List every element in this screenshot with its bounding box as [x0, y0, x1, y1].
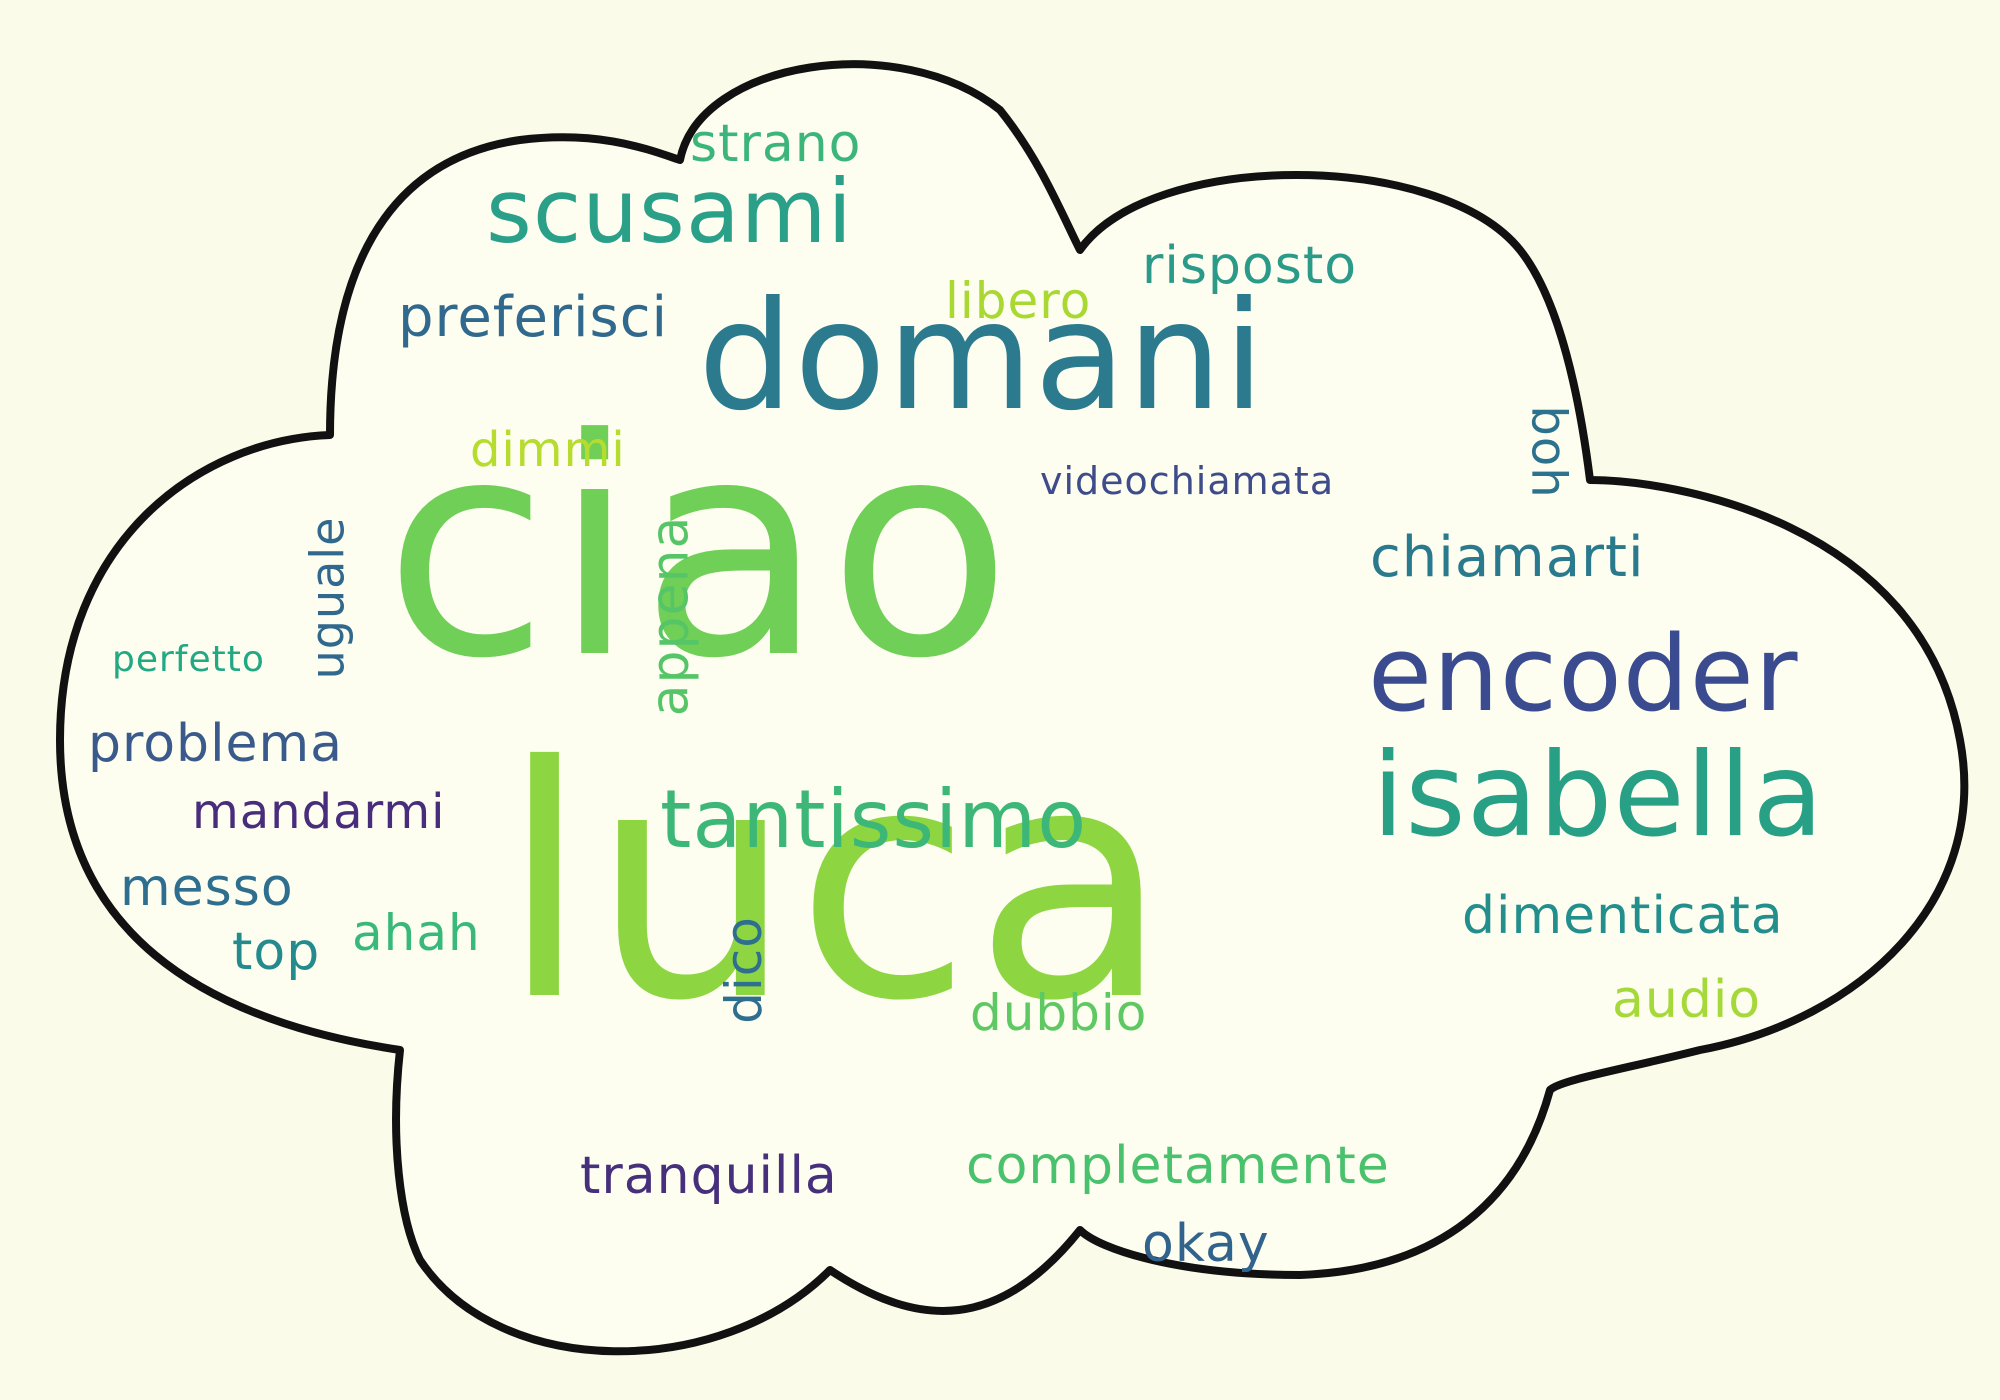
cloud-outline	[56, 60, 1969, 1356]
word-top: top	[232, 922, 321, 982]
word-messo: messo	[120, 858, 294, 918]
word-ciao: ciao	[384, 375, 1016, 724]
word-mandarmi: mandarmi	[192, 784, 446, 840]
word-dubbio: dubbio	[970, 984, 1148, 1042]
word-encoder: encoder	[1368, 613, 1799, 735]
word-completamente: completamente	[966, 1136, 1390, 1196]
word-risposto: risposto	[1142, 236, 1358, 296]
word-tranquilla: tranquilla	[580, 1146, 838, 1206]
word-domani: domani	[698, 270, 1266, 444]
word-uguale: uguale	[300, 516, 355, 680]
word-preferisci: preferisci	[398, 285, 669, 350]
word-problema: problema	[88, 714, 344, 774]
word-ahah: ahah	[352, 904, 481, 962]
word-videochiamata: videochiamata	[1040, 459, 1335, 503]
word-luca: luca	[500, 699, 1172, 1071]
word-appena: appena	[640, 515, 701, 717]
word-perfetto: perfetto	[112, 639, 265, 680]
word-isabella: isabella	[1372, 728, 1825, 863]
word-strano: strano	[690, 114, 862, 174]
word-boh: boh	[1520, 405, 1577, 499]
word-libero: libero	[945, 272, 1092, 330]
word-dimmi: dimmi	[470, 422, 626, 478]
word-scusami: scusami	[486, 160, 853, 263]
word-chiamarti: chiamarti	[1370, 525, 1645, 590]
word-okay: okay	[1142, 1214, 1270, 1274]
word-dico: dico	[714, 916, 773, 1024]
word-audio: audio	[1612, 970, 1762, 1030]
word-dimenticata: dimenticata	[1462, 886, 1784, 946]
word-tantissimo: tantissimo	[660, 773, 1088, 866]
